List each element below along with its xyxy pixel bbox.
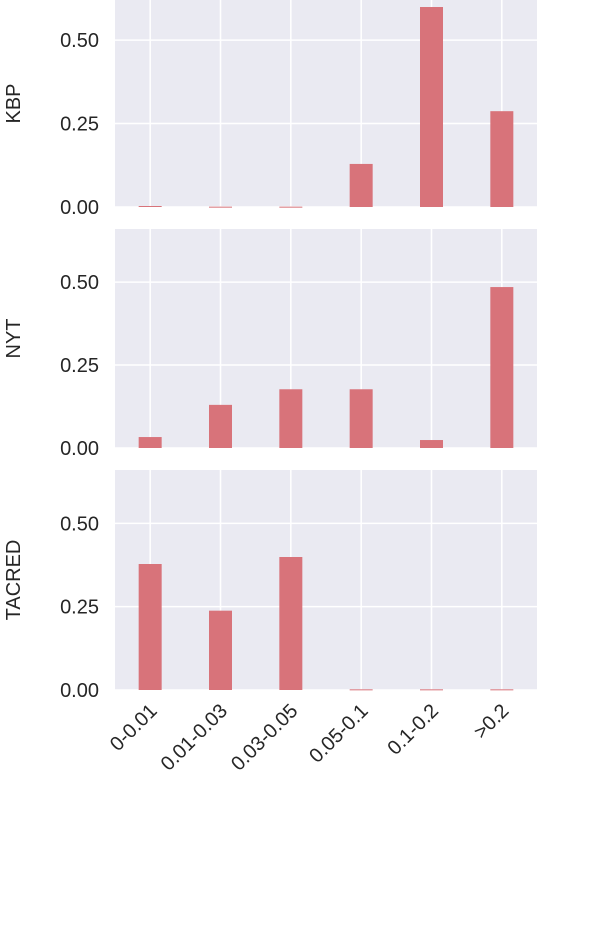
x-tick-label: 0-0.01 (106, 700, 162, 756)
bar (209, 206, 232, 208)
x-tick-label: 0.1-0.2 (383, 700, 443, 760)
plot-background (115, 0, 537, 207)
bar (138, 205, 162, 207)
bar (279, 557, 303, 690)
y-tick-label: 0.25 (60, 355, 99, 377)
y-tick-label: 0.00 (60, 680, 99, 702)
bar (490, 287, 514, 448)
x-tick-label: 0.01-0.03 (157, 700, 232, 775)
y-tick-label: 0.00 (60, 438, 99, 460)
bar (209, 404, 232, 448)
bar (420, 689, 443, 691)
x-tick-label: 0.03-0.05 (227, 700, 302, 775)
bar (420, 440, 443, 448)
bar (349, 689, 373, 691)
y-tick-label: 0.50 (60, 30, 99, 52)
bar (279, 389, 303, 448)
y-tick-label: 0.00 (60, 197, 99, 219)
bar (490, 111, 514, 207)
bar (349, 163, 373, 207)
y-tick-label: 0.25 (60, 114, 99, 136)
bar (138, 564, 162, 690)
bar (138, 437, 162, 448)
plot-background (115, 470, 537, 690)
y-axis-label: KBP (3, 83, 25, 123)
y-axis-label: NYT (3, 319, 25, 359)
bar (420, 7, 443, 207)
bar (349, 389, 373, 448)
y-tick-label: 0.25 (60, 597, 99, 619)
bar (279, 206, 303, 208)
y-axis-label: TACRED (3, 540, 25, 621)
y-tick-label: 0.50 (60, 513, 99, 535)
x-tick-label: >0.2 (470, 700, 513, 743)
bar (490, 689, 514, 691)
x-tick-label: 0.05-0.1 (305, 700, 372, 767)
bar (209, 610, 232, 690)
plot-background (115, 229, 537, 448)
y-tick-label: 0.50 (60, 272, 99, 294)
